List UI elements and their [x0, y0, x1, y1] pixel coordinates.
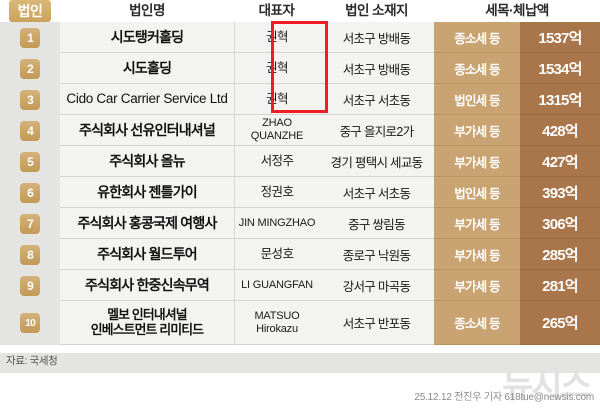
tax-type-cell: 부가세 등 [434, 115, 520, 146]
company-name-cell: 주식회사 한중신속무역 [60, 270, 234, 301]
representative-cell: 권혁 [234, 84, 319, 115]
tax-type-cell: 부가세 등 [434, 146, 520, 177]
table-row: 2 시도홀딩 권혁 서초구 방배동 종소세 등 1534억 [0, 53, 600, 84]
representative-cell: 서정주 [234, 146, 319, 177]
location-cell: 종로구 낙원동 [319, 239, 434, 270]
delinquent-amount-cell: 306억 [520, 208, 600, 239]
company-name-cell: 멜보 인터내셔널 인베스트먼트 리미티드 [60, 301, 234, 345]
rank-cell: 5 [0, 146, 60, 177]
table-row: 4 주식회사 선유인터내셔널 ZHAO QUANZHE 중구 을지로2가 부가세 등 42… [0, 115, 600, 146]
company-name-cell: 유한회사 젠틀가이 [60, 177, 234, 208]
company-name-cell: 시도탱커홀딩 [60, 22, 234, 53]
location-cell: 경기 평택시 세교동 [319, 146, 434, 177]
table-row: 6 유한회사 젠틀가이 정권호 서초구 서초동 법인세 등 393억 [0, 177, 600, 208]
delinquent-amount-cell: 1537억 [520, 22, 600, 53]
rank-badge: 10 [20, 313, 40, 333]
location-cell: 서초구 서초동 [319, 177, 434, 208]
tax-type-cell: 종소세 등 [434, 22, 520, 53]
representative-cell: 문성호 [234, 239, 319, 270]
rank-badge: 7 [20, 213, 40, 234]
location-cell: 서초구 방배동 [319, 53, 434, 84]
byline-credit: 25.12.12 전진우 기자 618tue@newsis.com [414, 392, 594, 403]
table-row: 5 주식회사 올뉴 서정주 경기 평택시 세교동 부가세 등 427억 [0, 146, 600, 177]
delinquent-amount-cell: 393억 [520, 177, 600, 208]
delinquent-amount-cell: 285억 [520, 239, 600, 270]
company-name-cell: Cido Car Carrier Service Ltd [60, 84, 234, 115]
rank-cell: 6 [0, 177, 60, 208]
table-row: 10 멜보 인터내셔널 인베스트먼트 리미티드 MATSUO Hirokazu 서초구… [0, 301, 600, 345]
delinquent-amount-cell: 265억 [520, 301, 600, 345]
table-row: 7 주식회사 홍콩국제 여행사 JIN MINGZHAO 중구 쌍림동 부가세 등 306… [0, 208, 600, 239]
representative-cell: JIN MINGZHAO [234, 208, 319, 239]
column-header-representative: 대표자 [258, 3, 295, 19]
location-cell: 중구 쌍림동 [319, 208, 434, 239]
company-name-cell: 주식회사 선유인터내셔널 [60, 115, 234, 146]
delinquent-amount-cell: 281억 [520, 270, 600, 301]
representative-cell: 정권호 [234, 177, 319, 208]
rank-badge: 3 [20, 89, 40, 110]
rank-badge: 9 [20, 275, 40, 296]
rank-cell: 7 [0, 208, 60, 239]
rank-badge: 8 [20, 244, 40, 265]
tax-type-cell: 종소세 등 [434, 301, 520, 345]
representative-cell: LI GUANGFAN [234, 270, 319, 301]
tax-type-cell: 종소세 등 [434, 53, 520, 84]
tax-type-cell: 부가세 등 [434, 239, 520, 270]
rank-badge: 6 [20, 182, 40, 203]
source-note: 자료: 국세청 [6, 355, 58, 367]
table-row: 1 시도탱커홀딩 권혁 서초구 방배동 종소세 등 1537억 [0, 22, 600, 53]
company-name-cell: 주식회사 월드투어 [60, 239, 234, 270]
location-cell: 서초구 방배동 [319, 22, 434, 53]
table-row: 3 Cido Car Carrier Service Ltd 권혁 서초구 서초동 법인… [0, 84, 600, 115]
column-header-name: 법인명 [129, 3, 165, 19]
footer-bar [0, 353, 600, 373]
rank-cell: 4 [0, 115, 60, 146]
table-body: 1 시도탱커홀딩 권혁 서초구 방배동 종소세 등 1537억 2 시도홀딩 권혁 서초구 방배동… [0, 22, 600, 345]
table-row: 8 주식회사 월드투어 문성호 종로구 낙원동 부가세 등 285억 [0, 239, 600, 270]
tax-type-cell: 법인세 등 [434, 177, 520, 208]
rank-cell: 3 [0, 84, 60, 115]
rank-cell: 9 [0, 270, 60, 301]
location-cell: 서초구 반포동 [319, 301, 434, 345]
representative-cell: 권혁 [234, 22, 319, 53]
rank-cell: 2 [0, 53, 60, 84]
rank-badge: 5 [20, 151, 40, 172]
location-cell: 서초구 서초동 [319, 84, 434, 115]
header-rank-cell: 법인 [0, 0, 60, 22]
tax-type-cell: 법인세 등 [434, 84, 520, 115]
representative-cell: MATSUO Hirokazu [234, 301, 319, 345]
location-cell: 중구 을지로2가 [319, 115, 434, 146]
company-name-cell: 시도홀딩 [60, 53, 234, 84]
rank-cell: 10 [0, 301, 60, 345]
delinquent-amount-cell: 1315억 [520, 84, 600, 115]
rank-badge: 4 [20, 120, 40, 141]
column-header-location: 법인 소재지 [345, 3, 408, 19]
newsis-watermark: 뉴시스 [502, 367, 592, 405]
table-row: 9 주식회사 한중신속무역 LI GUANGFAN 강서구 마곡동 부가세 등 281억 [0, 270, 600, 301]
header-rank-label: 법인 [9, 0, 51, 22]
rank-badge: 2 [20, 58, 40, 79]
delinquent-amount-cell: 1534억 [520, 53, 600, 84]
column-header-tax-amount: 세목·체납액 [485, 3, 549, 19]
tax-type-cell: 부가세 등 [434, 270, 520, 301]
company-name-cell: 주식회사 홍콩국제 여행사 [60, 208, 234, 239]
representative-cell: ZHAO QUANZHE [234, 115, 319, 146]
representative-cell: 권혁 [234, 53, 319, 84]
rank-badge: 1 [20, 27, 40, 48]
delinquent-amount-cell: 428억 [520, 115, 600, 146]
footer: 자료: 국세청 뉴시스 25.12.12 전진우 기자 618tue@newsi… [0, 353, 600, 411]
company-name-cell: 주식회사 올뉴 [60, 146, 234, 177]
rank-cell: 1 [0, 22, 60, 53]
rank-cell: 8 [0, 239, 60, 270]
table-header: 법인 법인명 대표자 법인 소재지 세목·체납액 [0, 0, 600, 22]
delinquent-amount-cell: 427억 [520, 146, 600, 177]
location-cell: 강서구 마곡동 [319, 270, 434, 301]
tax-type-cell: 부가세 등 [434, 208, 520, 239]
